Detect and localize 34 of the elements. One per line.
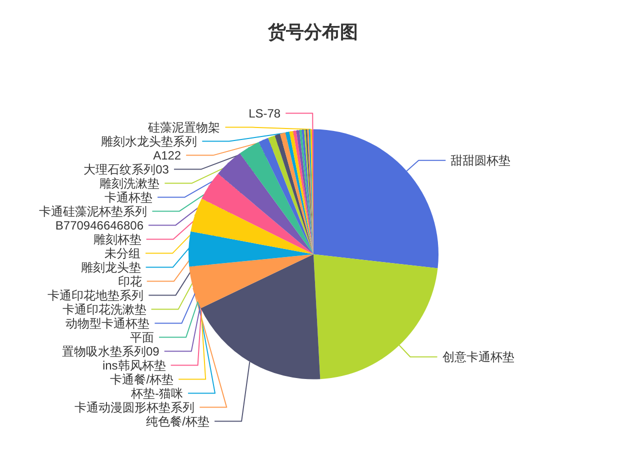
slice-label: 雕刻杯垫 [93, 232, 142, 246]
slice-label: 杯垫-猫咪 [130, 386, 184, 400]
slice-label: 卡通印花洗漱垫 [62, 302, 146, 316]
slice-label: 甜甜圆杯垫 [450, 153, 511, 168]
slice-label: 置物吸水垫系列09 [62, 344, 160, 358]
pie-slice [299, 130, 314, 254]
pie-slice [268, 135, 314, 254]
slice-label: 创意卡通杯垫 [442, 350, 514, 364]
slice-label: LS-78 [248, 106, 281, 120]
slice-label: 未分组 [104, 246, 141, 260]
slice-label: 硅藻泥置物架 [147, 120, 220, 134]
slice-label: 平面 [130, 330, 154, 344]
slice-label: 卡通印花地垫系列 [48, 288, 144, 302]
slice-label: 雕刻洗漱垫 [100, 176, 160, 190]
pie-slice [240, 142, 314, 254]
pie-slice [188, 231, 314, 267]
slice-label: 大理石纹系列03 [84, 162, 170, 176]
chart-title: 货号分布图 [267, 21, 359, 44]
slice-label: B770946646806 [55, 218, 144, 232]
slice-label: A122 [153, 148, 182, 162]
slice-label: 卡通动漫圆形杯垫系列 [74, 400, 195, 414]
pie-slice [200, 254, 320, 380]
slice-label: 印花 [118, 274, 142, 288]
slice-label: 卡通餐/杯垫 [110, 372, 174, 386]
slice-label: 卡通杯垫 [104, 190, 153, 204]
pie-slice [190, 198, 314, 254]
pie-slice [314, 254, 438, 380]
pie-slice [189, 254, 314, 308]
slice-label: ins韩风杯垫 [102, 358, 166, 372]
slice-label: 动物型卡通杯垫 [66, 316, 150, 330]
slice-label: 卡通硅藻泥杯垫系列 [39, 204, 148, 218]
slice-label: 纯色餐/杯垫 [146, 414, 210, 428]
slice-label: 雕刻水龙头垫系列 [101, 134, 198, 148]
slice-label: 雕刻龙头垫 [80, 260, 141, 274]
